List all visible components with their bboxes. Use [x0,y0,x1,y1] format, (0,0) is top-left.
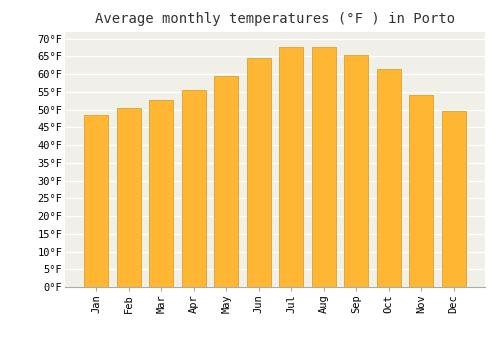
Bar [409,95,434,287]
Bar [116,108,141,287]
Title: Average monthly temperatures (°F ) in Porto: Average monthly temperatures (°F ) in Po… [95,12,455,26]
Bar [344,55,368,287]
Bar [84,115,108,287]
Bar [312,48,336,287]
Bar [182,90,206,287]
Bar [214,76,238,287]
Bar [442,111,466,287]
Bar [246,58,271,287]
Bar [279,48,303,287]
Bar [149,100,174,287]
Bar [376,69,401,287]
